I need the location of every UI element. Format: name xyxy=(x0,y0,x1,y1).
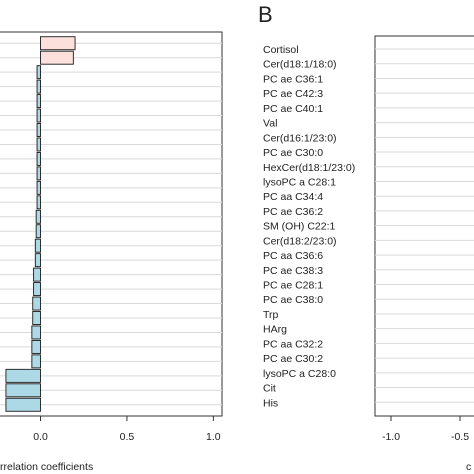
panel-a-bar xyxy=(34,238,41,253)
panel-a-x-axis-title: rrelation coefficients xyxy=(0,461,93,473)
panel-b-x-tick-label: -1.0 xyxy=(382,431,400,443)
panel-b-x-axis-title-fragment: c xyxy=(466,461,471,473)
panel-a-bar xyxy=(40,50,74,65)
panel-a-bar xyxy=(35,209,41,224)
panel-a-bar xyxy=(36,79,41,94)
panel-b-category-label: Cer(d18:1/18:0) xyxy=(263,59,337,71)
panel-a-bar xyxy=(36,151,41,166)
panel-b-category-label: Cer(d18:2/23:0) xyxy=(263,235,337,247)
panel-b-category-label: Cortisol xyxy=(263,44,299,56)
panel-a-bar xyxy=(31,354,41,369)
panel-a-bar xyxy=(5,383,41,398)
panel-a-bar xyxy=(5,368,41,383)
panel-b-letter: B xyxy=(258,2,273,27)
panel-a-bar xyxy=(33,267,41,282)
panel-a-bar xyxy=(36,65,41,80)
panel-b-x-tick-label: -0.5 xyxy=(451,431,469,443)
panel-a-bar xyxy=(32,296,41,311)
panel-a-bar xyxy=(5,397,41,412)
panel-a-bar xyxy=(36,123,41,137)
panel-a-bar xyxy=(36,108,41,123)
panel-b-category-label: PC aa C36:6 xyxy=(263,250,323,262)
panel-a-bar xyxy=(36,195,41,210)
panel-a-bar xyxy=(35,224,41,239)
panel-b-category-label: His xyxy=(263,397,278,409)
panel-b-category-label: HArg xyxy=(263,324,287,336)
panel-a-bar xyxy=(33,282,41,297)
panel-b-category-label: Cer(d16:1/23:0) xyxy=(263,132,337,144)
panel-b-category-label: Trp xyxy=(263,309,279,321)
panel-a-bar xyxy=(36,166,41,181)
panel-a-bar xyxy=(40,36,76,51)
panel-b-category-label: PC ae C38:0 xyxy=(263,294,323,306)
panel-b-category-label: PC ae C36:2 xyxy=(263,206,323,218)
panel-a-bar xyxy=(32,311,41,325)
panel-a-bar xyxy=(36,94,41,109)
panel-b-category-label: PC aa C32:2 xyxy=(263,338,323,350)
panel-a-x-tick-label: 0.0 xyxy=(33,431,48,443)
panel-b-category-label: PC ae C40:1 xyxy=(263,103,323,115)
panel-a-bar xyxy=(36,180,41,195)
panel-b-category-label: SM (OH) C22:1 xyxy=(263,221,336,233)
panel-a-bar xyxy=(31,325,41,340)
panel-a-bar xyxy=(31,339,41,354)
panel-b-category-label: PC ae C28:1 xyxy=(263,280,323,292)
panel-b-plot: Cortisol Cer(d18:1/18:0) PC ae C36:1 PC ae … xyxy=(263,35,474,443)
panel-b-category-label: Val xyxy=(263,118,277,130)
panel-a-bar xyxy=(34,253,41,268)
panel-b-category-label: lysoPC a C28:1 xyxy=(263,176,336,188)
panel-a-frame xyxy=(0,31,223,417)
panel-a-x-tick-label: 1.0 xyxy=(206,431,221,443)
panel-b-category-label: PC ae C30:2 xyxy=(263,353,323,365)
panel-b-category-label: PC ae C30:0 xyxy=(263,147,323,159)
panel-a-plot: 0.0 0.5 1.0 xyxy=(0,31,223,443)
panel-b-category-label: PC ae C42:3 xyxy=(263,88,323,100)
panel-a-x-tick-label: 0.5 xyxy=(120,431,135,443)
panel-b-category-label: PC ae C36:1 xyxy=(263,73,323,85)
panel-b-category-label: Cit xyxy=(263,383,276,395)
panel-b-category-label: PC aa C34:4 xyxy=(263,191,323,203)
panel-b-category-label: lysoPC a C28:0 xyxy=(263,368,336,380)
panel-b-category-label: HexCer(d18:1/23:0) xyxy=(263,162,355,174)
panel-b-category-label: PC ae C38:3 xyxy=(263,265,323,277)
panel-a-bar xyxy=(36,137,41,152)
